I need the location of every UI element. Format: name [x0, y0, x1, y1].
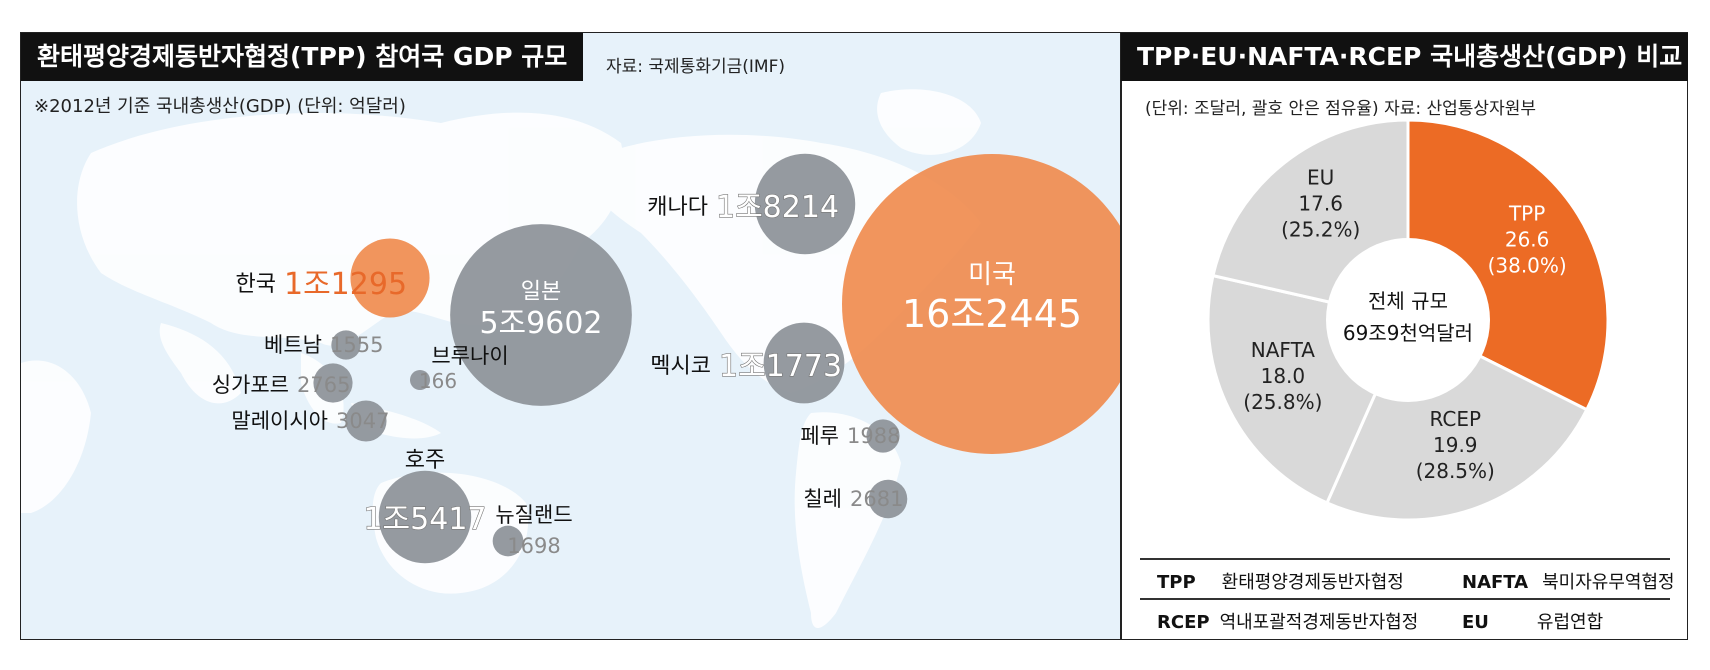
pie-panel-title: TPP·EU·NAFTA·RCEP 국내총생산(GDP) 비교: [1121, 33, 1688, 81]
legend-rcep-abbr: RCEP: [1157, 612, 1210, 633]
bubble-name-7: 뉴질랜드: [495, 503, 572, 527]
legend-tpp-full: 환태평양경제동반자협정: [1221, 572, 1404, 593]
pie-label-rcep-1: 19.9: [1433, 433, 1478, 457]
legend-top-rule: [1140, 558, 1670, 560]
pie-label-tpp-1: 26.6: [1505, 227, 1550, 251]
bubble-name-4: 싱가포르: [212, 373, 289, 397]
bubble-7: [492, 525, 524, 557]
legend-rcep-full: 역내포괄적경제동반자협정: [1219, 612, 1419, 633]
legend-eu: EU 유럽연합: [1462, 608, 1603, 634]
pie-label-rcep-0: RCEP: [1429, 407, 1481, 431]
bubble-value-3: 166: [419, 369, 457, 393]
legend-eu-abbr: EU: [1462, 612, 1489, 633]
bubble-value-5: 3047: [336, 409, 389, 433]
pie-center-total: 69조9천억달러: [1343, 321, 1473, 345]
bubble-layer: [313, 153, 1120, 564]
bubble-name-1: 일본: [521, 280, 561, 305]
bubble-value-7: 1698: [507, 534, 560, 558]
pie-label-nafta-2: (25.8%): [1243, 390, 1322, 414]
bubble-value-2: 1555: [330, 333, 383, 357]
pie-center-hole: [1326, 238, 1490, 402]
legend-nafta-full: 북미자유무역협정: [1542, 572, 1675, 593]
bubble-3: [410, 370, 430, 390]
pie-unit-note: (단위: 조달러, 괄호 안은 점유율) 자료: 산업통상자원부: [1145, 99, 1536, 119]
legend-middle-rule: [1140, 598, 1670, 600]
legend-eu-full: 유럽연합: [1536, 612, 1604, 633]
pie-label-nafta-0: NAFTA: [1251, 338, 1315, 362]
pie-group: TPP26.6(38.0%)RCEP19.9(28.5%)NAFTA18.0(2…: [1206, 118, 1610, 522]
legend-tpp: TPP 환태평양경제동반자협정: [1157, 568, 1404, 594]
bubble-6: [378, 470, 472, 564]
bubble-name-0: 한국: [236, 272, 276, 297]
bubble-value-11: 1988: [847, 424, 900, 448]
bubble-value-4: 2765: [297, 373, 350, 397]
bubble-name-8: 캐나다: [647, 195, 708, 220]
bubble-value-6: 1조5417: [363, 502, 486, 537]
map-source-note: 자료: 국제통화기금(IMF): [606, 57, 785, 77]
bubble-value-12: 2681: [850, 487, 903, 511]
bubble-value-10: 16조2445: [902, 292, 1082, 336]
legend-nafta: NAFTA 북미자유무역협정: [1462, 568, 1675, 594]
bubble-name-2: 베트남: [264, 333, 322, 357]
bubble-name-10: 미국: [968, 260, 1016, 290]
legend-tpp-abbr: TPP: [1157, 572, 1196, 593]
bubble-value-9: 1조1773: [719, 349, 842, 384]
bubble-12: [868, 479, 908, 519]
bubble-name-9: 멕시코: [650, 354, 711, 379]
bubble-2: [331, 330, 361, 360]
pie-label-eu-1: 17.6: [1298, 192, 1343, 216]
legend-rcep: RCEP 역내포괄적경제동반자협정: [1157, 608, 1418, 634]
bubble-1: [450, 224, 632, 406]
bubble-value-1: 5조9602: [479, 306, 602, 341]
bubble-name-12: 칠레: [803, 487, 842, 511]
bubble-0: [350, 238, 430, 318]
panel-divider: [1120, 33, 1122, 639]
bubble-9: [763, 322, 845, 404]
bubble-name-3: 브루나이: [431, 344, 508, 368]
bubble-value-8: 1조8214: [716, 190, 839, 225]
bubble-name-6: 호주: [405, 448, 445, 473]
pie-label-eu-2: (25.2%): [1281, 218, 1360, 242]
pie-center-label: 전체 규모: [1368, 289, 1448, 313]
pie-label-nafta-1: 18.0: [1261, 364, 1306, 388]
pie-label-eu-0: EU: [1307, 166, 1334, 190]
bubble-name-11: 페루: [800, 424, 839, 448]
bubble-11: [866, 419, 900, 453]
bubble-10: [842, 154, 1120, 454]
map-panel-title: 환태평양경제동반자협정(TPP) 참여국 GDP 규모: [21, 33, 584, 81]
infographic-frame: [20, 32, 1688, 640]
legend-nafta-abbr: NAFTA: [1462, 572, 1529, 593]
bubble-name-5: 말레이시아: [231, 409, 328, 433]
bubble-5: [345, 400, 387, 442]
bubble-value-0: 1조1295: [284, 267, 407, 302]
pie-label-rcep-2: (28.5%): [1416, 459, 1495, 483]
bubble-8: [754, 153, 856, 255]
pie-label-tpp-0: TPP: [1508, 201, 1545, 225]
map-unit-note: ※2012년 기준 국내총생산(GDP) (단위: 억달러): [34, 96, 406, 117]
bubble-4: [313, 363, 353, 403]
pie-label-tpp-2: (38.0%): [1488, 253, 1567, 277]
